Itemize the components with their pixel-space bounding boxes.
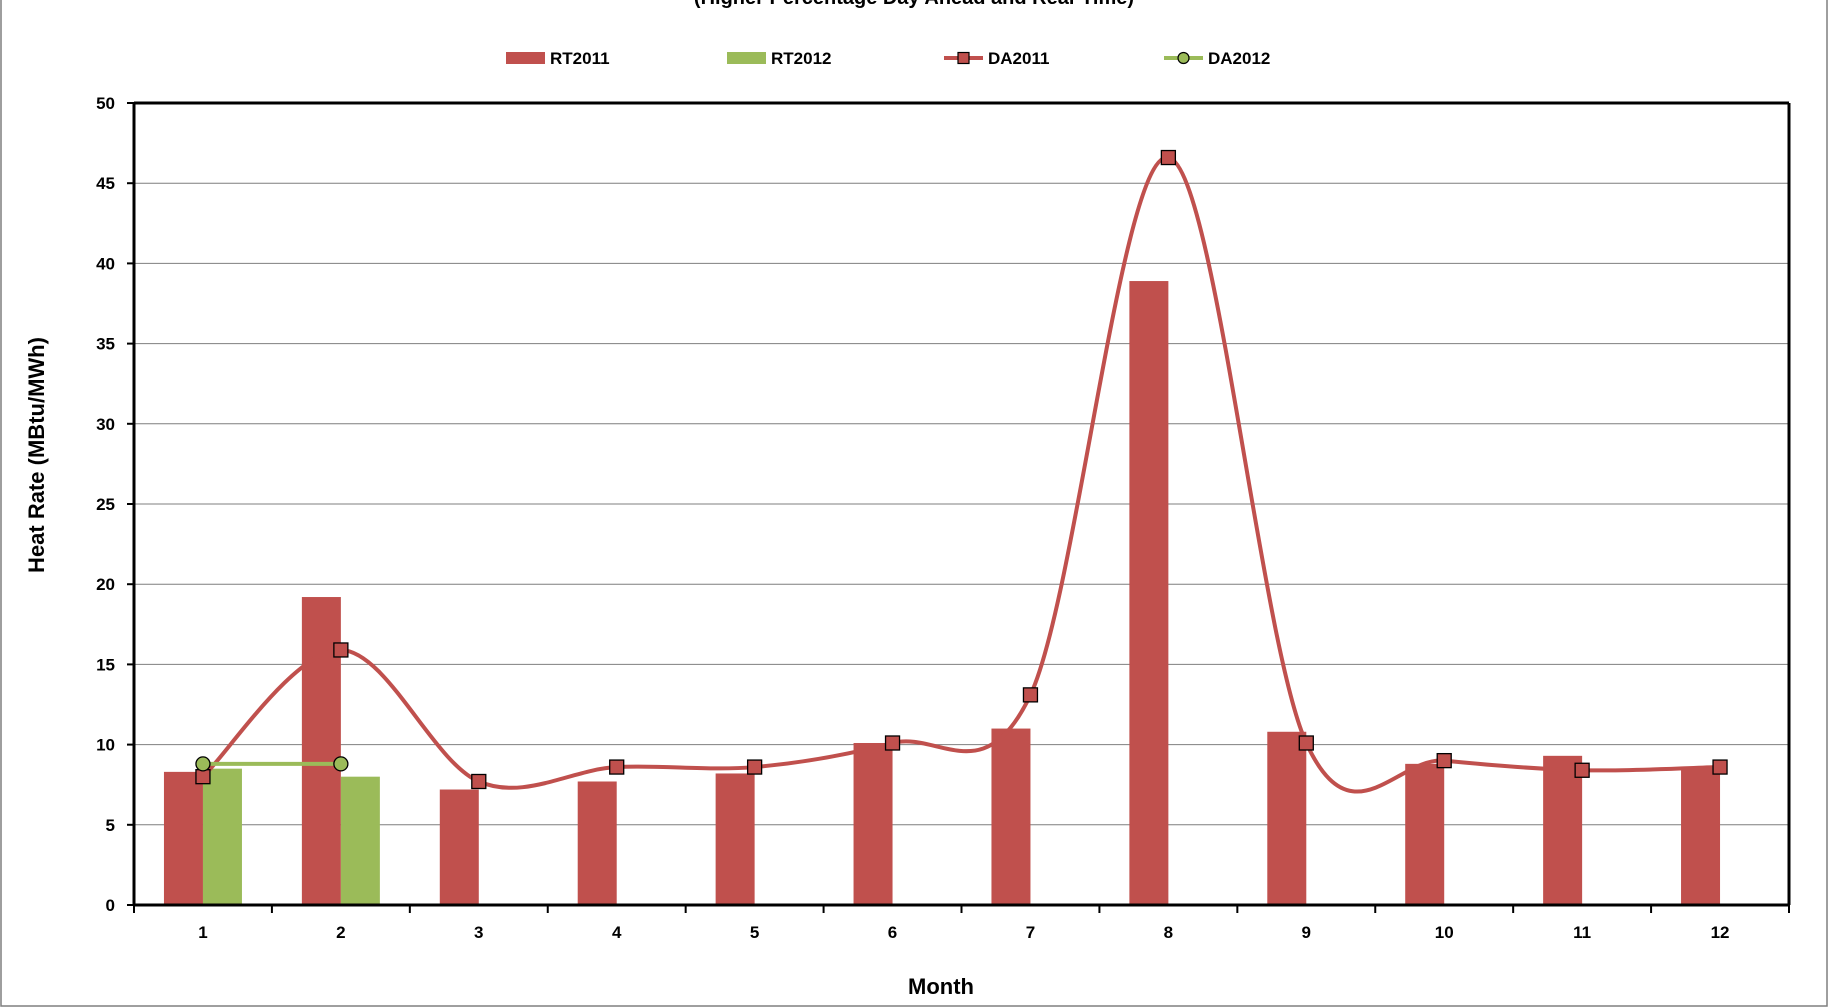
y-tick-label: 25: [96, 495, 115, 514]
marker-da2011-2: [333, 642, 349, 658]
x-axis-title: Month: [908, 974, 974, 999]
legend-da2011-marker: [957, 51, 970, 65]
bar-rt2012-1: [202, 768, 242, 905]
x-tick-label: 9: [1302, 923, 1311, 942]
x-tick-label: 5: [750, 923, 759, 942]
legend-da2011-label: DA2011: [988, 49, 1049, 68]
y-tick-label: 15: [96, 655, 115, 674]
legend-rt2011-swatch: [506, 52, 545, 64]
marker-da2011-4: [609, 759, 625, 775]
y-tick-label: 5: [106, 816, 115, 835]
legend: RT2011 RT2012 DA2011 DA2012: [506, 49, 1270, 68]
x-tick-label: 6: [888, 923, 897, 942]
marker-da2011-10: [1436, 752, 1452, 769]
x-tick-label: 2: [336, 923, 345, 942]
marker-da2012-2: [333, 756, 349, 772]
marker-da2011-1: [195, 769, 211, 785]
marker-da2011-6: [884, 735, 901, 751]
y-tick-label: 35: [96, 335, 115, 354]
x-tick-label: 4: [612, 923, 622, 942]
marker-da2011-12: [1712, 759, 1728, 775]
series-markers: [195, 149, 1728, 790]
bar-rt2011-10: [1405, 763, 1445, 905]
legend-da2012-label: DA2012: [1208, 49, 1270, 68]
x-tick-label: 3: [474, 923, 483, 942]
bar-rt2011-4: [577, 781, 617, 905]
bar-rt2011-1: [163, 771, 203, 905]
legend-rt2012-label: RT2012: [771, 49, 831, 68]
chart-title: (Higher Percentage Day Ahead and Real-Ti…: [694, 0, 1134, 9]
legend-da2012-marker: [1177, 51, 1190, 65]
y-tick-label: 0: [106, 896, 115, 915]
marker-da2012-1: [195, 756, 211, 772]
y-tick-label: 40: [96, 254, 115, 273]
x-tick-label: 7: [1026, 923, 1035, 942]
legend-rt2011-label: RT2011: [550, 49, 610, 68]
bars: [163, 281, 1721, 905]
marker-da2011-8: [1160, 149, 1177, 166]
marker-da2011-9: [1298, 735, 1314, 751]
y-tick-label: 45: [96, 174, 115, 193]
x-tick-label: 12: [1711, 923, 1730, 942]
gridlines: [134, 182, 1789, 826]
y-axis-title: Heat Rate (MBtu/MWh): [24, 337, 49, 573]
bar-rt2011-9: [1267, 731, 1307, 905]
bar-rt2011-8: [1129, 281, 1169, 905]
legend-rt2012-swatch: [727, 52, 766, 64]
x-tick-label: 1: [198, 923, 207, 942]
axes: [127, 101, 1791, 913]
y-tick-label: 50: [96, 94, 115, 113]
bar-rt2011-5: [715, 773, 755, 905]
marker-da2011-11: [1574, 762, 1590, 778]
x-tick-label: 11: [1573, 923, 1591, 942]
y-tick-label: 30: [96, 415, 115, 434]
y-tick-label: 20: [96, 575, 115, 594]
marker-da2011-3: [471, 773, 487, 790]
bar-rt2011-3: [439, 789, 479, 905]
bar-rt2011-7: [991, 728, 1031, 905]
x-tick-label: 8: [1164, 923, 1173, 942]
bar-rt2012-2: [340, 776, 380, 905]
y-tick-label: 10: [96, 736, 115, 755]
marker-da2011-5: [746, 759, 763, 775]
marker-da2011-7: [1022, 687, 1039, 703]
x-tick-label: 10: [1435, 923, 1454, 942]
bar-rt2011-6: [853, 742, 893, 905]
bar-rt2011-12: [1681, 767, 1721, 905]
bar-rt2011-11: [1543, 755, 1583, 905]
